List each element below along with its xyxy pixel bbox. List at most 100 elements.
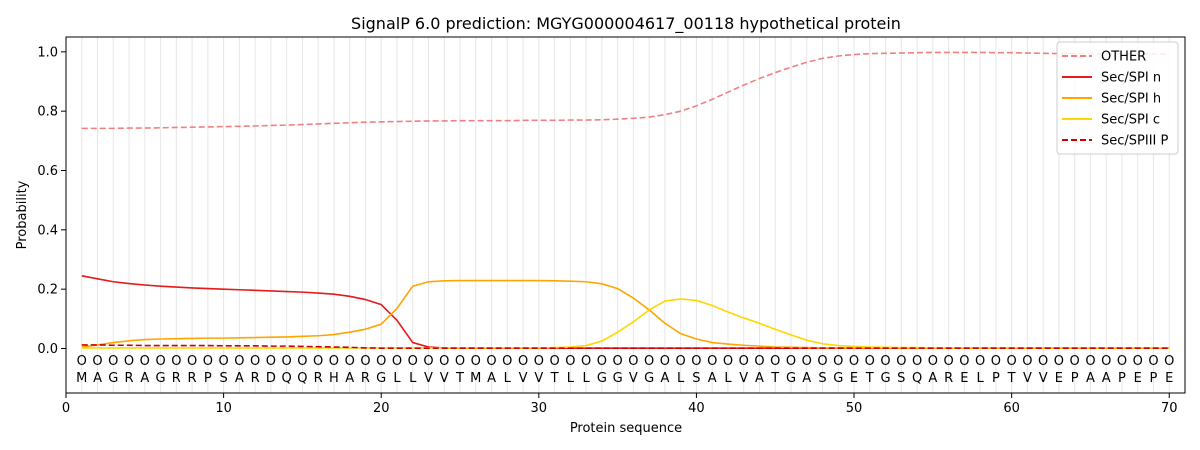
residue-label: T: [1007, 371, 1016, 386]
residue-label: A: [755, 371, 764, 386]
residue-label: Q: [297, 371, 307, 386]
residue-label: L: [724, 371, 732, 386]
residue-marker: O: [187, 354, 197, 369]
legend-label: OTHER: [1101, 50, 1146, 65]
residue-label: V: [1023, 371, 1032, 386]
residue-label: V: [1039, 371, 1048, 386]
residue-marker: O: [723, 354, 733, 369]
residue-label: A: [235, 371, 244, 386]
residue-marker: O: [329, 354, 339, 369]
residue-label: A: [660, 371, 669, 386]
residue-marker: O: [770, 354, 780, 369]
residue-label: A: [487, 371, 496, 386]
residue-marker: O: [565, 354, 575, 369]
residue-marker: O: [613, 354, 623, 369]
residue-marker: O: [581, 354, 591, 369]
residue-marker: O: [471, 354, 481, 369]
residue-label: L: [393, 371, 401, 386]
residue-label: V: [629, 371, 638, 386]
residue-label: R: [188, 371, 197, 386]
residue-label: G: [156, 371, 166, 386]
residue-label: A: [928, 371, 937, 386]
legend-label: Sec/SPI c: [1101, 113, 1160, 128]
legend-box: [1056, 41, 1179, 155]
residue-marker: O: [833, 354, 843, 369]
legend-label: Sec/SPI h: [1101, 92, 1161, 107]
y-tick-label: 0.0: [37, 342, 58, 357]
residue-label: L: [582, 371, 590, 386]
residue-marker: O: [534, 354, 544, 369]
x-tick-label: 60: [1003, 401, 1020, 416]
residue-label: A: [802, 371, 811, 386]
plot-area: [66, 37, 1185, 393]
residue-marker: O: [802, 354, 812, 369]
y-tick-label: 0.2: [37, 283, 58, 298]
residue-marker: O: [1101, 354, 1111, 369]
residue-label: V: [424, 371, 433, 386]
residue-marker: O: [171, 354, 181, 369]
residue-marker: O: [865, 354, 875, 369]
y-tick-label: 1.0: [37, 45, 58, 60]
residue-label: A: [345, 371, 354, 386]
residue-label: T: [770, 371, 779, 386]
y-axis-ticks: 0.0 0.2 0.4 0.6 0.8 1.0: [37, 45, 66, 357]
residue-label: A: [1102, 371, 1111, 386]
x-tick-label: 50: [846, 401, 863, 416]
residue-label: P: [1118, 371, 1126, 386]
residue-marker: O: [817, 354, 827, 369]
residue-label: G: [108, 371, 118, 386]
residue-marker: O: [408, 354, 418, 369]
residue-marker: O: [975, 354, 985, 369]
y-axis-label: Probability: [15, 180, 30, 249]
residue-marker: O: [1164, 354, 1174, 369]
residue-marker: O: [1022, 354, 1032, 369]
residue-marker: O: [676, 354, 686, 369]
residue-label: G: [644, 371, 654, 386]
residue-label: R: [361, 371, 370, 386]
residue-label: V: [519, 371, 528, 386]
x-tick-label: 0: [62, 401, 70, 416]
residue-marker: O: [282, 354, 292, 369]
residue-marker: O: [849, 354, 859, 369]
x-axis-ticks: 0 10 20 30 40 50 60 70: [62, 393, 1178, 416]
series-line: [81, 298, 1170, 349]
residue-label: V: [534, 371, 543, 386]
residue-label: E: [1134, 371, 1142, 386]
residue-label: D: [266, 371, 276, 386]
residue-marker: O: [108, 354, 118, 369]
residue-marker: O: [1085, 354, 1095, 369]
residue-label: V: [440, 371, 449, 386]
y-tick-label: 0.4: [37, 223, 58, 238]
residue-label: G: [376, 371, 386, 386]
residue-marker: O: [376, 354, 386, 369]
residue-label: S: [692, 371, 700, 386]
residue-marker: O: [486, 354, 496, 369]
residue-label: G: [786, 371, 796, 386]
residue-marker: O: [1117, 354, 1127, 369]
residue-marker: O: [92, 354, 102, 369]
x-tick-label: 10: [215, 401, 232, 416]
residue-label: G: [833, 371, 843, 386]
residue-marker: O: [124, 354, 134, 369]
residue-marker: O: [250, 354, 260, 369]
residue-marker: O: [1007, 354, 1017, 369]
residue-label: A: [93, 371, 102, 386]
residue-label: T: [865, 371, 874, 386]
residue-marker: O: [439, 354, 449, 369]
x-tick-label: 30: [531, 401, 548, 416]
residue-label: G: [613, 371, 623, 386]
residue-marker: O: [423, 354, 433, 369]
residue-marker: O: [928, 354, 938, 369]
residue-label: P: [1150, 371, 1158, 386]
residue-label: R: [172, 371, 181, 386]
residue-marker: O: [1070, 354, 1080, 369]
residue-marker: O: [754, 354, 764, 369]
series-line: [81, 51, 1170, 130]
residue-marker: O: [597, 354, 607, 369]
residue-marker: O: [896, 354, 906, 369]
residue-marker: O: [991, 354, 1001, 369]
legend-label: Sec/SPIII P: [1101, 134, 1169, 149]
residue-label: L: [677, 371, 685, 386]
residue-label: G: [881, 371, 891, 386]
